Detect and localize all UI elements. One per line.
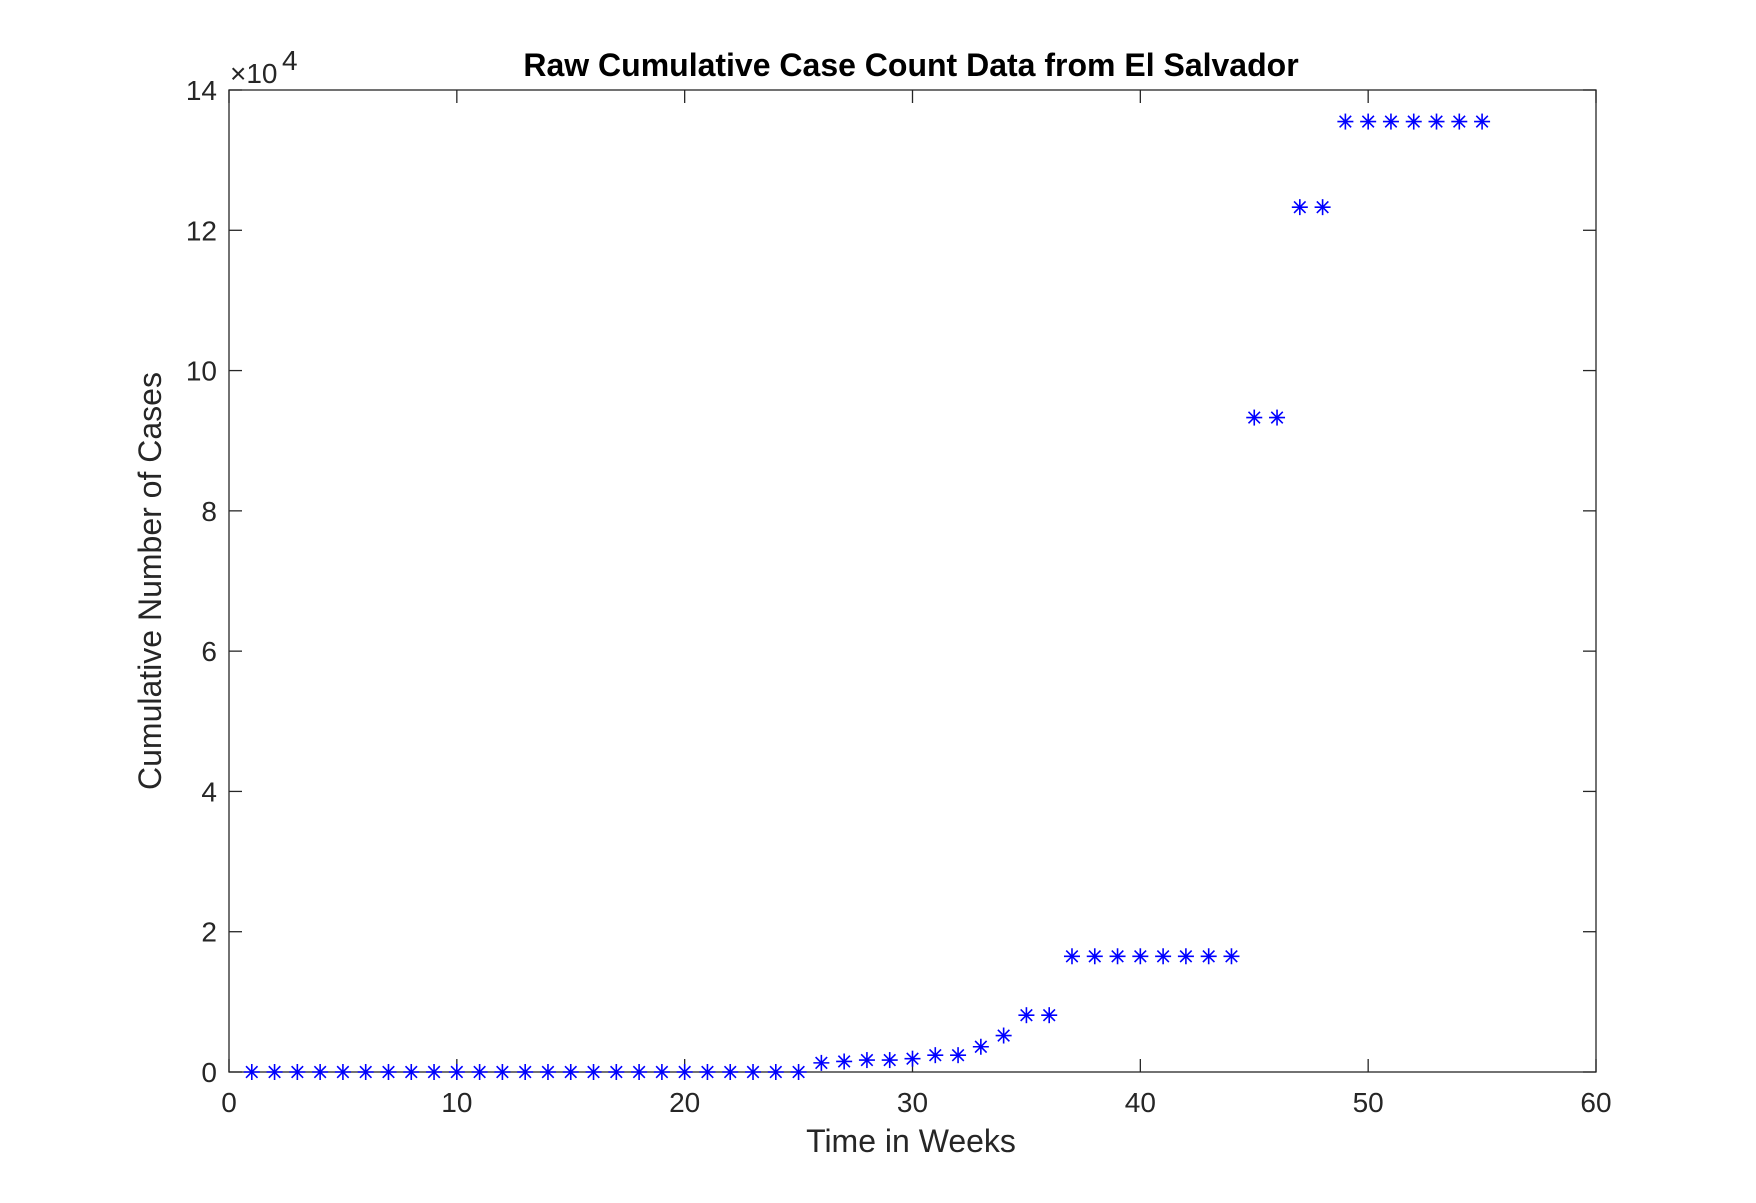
data-point — [1018, 1007, 1035, 1024]
data-point — [1360, 113, 1377, 130]
plot-box — [228, 89, 1597, 1073]
x-tick-label: 40 — [1125, 1087, 1156, 1118]
data-point — [1337, 113, 1354, 130]
y-tick-label: 6 — [201, 636, 217, 667]
axes — [228, 89, 1597, 1073]
data-point — [1223, 948, 1240, 965]
data-point — [790, 1064, 807, 1080]
data-point — [1382, 113, 1399, 130]
data-point — [1269, 409, 1286, 426]
data-point — [631, 1064, 648, 1080]
data-point — [1155, 948, 1172, 965]
chart-title: Raw Cumulative Case Count Data from El S… — [523, 47, 1298, 83]
y-tick-label: 14 — [186, 75, 217, 106]
data-point — [266, 1064, 283, 1080]
data-point — [562, 1064, 579, 1080]
data-point — [1405, 113, 1422, 130]
x-tick-label: 30 — [897, 1087, 928, 1118]
data-point — [1041, 1007, 1058, 1024]
data-point — [813, 1054, 830, 1071]
data-point — [539, 1064, 556, 1080]
data-point — [312, 1064, 329, 1080]
data-point — [1132, 948, 1149, 965]
data-point — [904, 1050, 921, 1067]
data-point — [722, 1064, 739, 1080]
data-point — [1474, 113, 1491, 130]
data-point — [1451, 113, 1468, 130]
y-exponent-power: 4 — [282, 45, 298, 76]
data-point — [858, 1052, 875, 1069]
data-point — [357, 1064, 374, 1080]
data-point — [448, 1064, 465, 1080]
data-point — [1086, 948, 1103, 965]
data-point — [950, 1047, 967, 1064]
y-exponent: ×10 4 — [230, 45, 298, 89]
y-tick-label: 0 — [201, 1057, 217, 1088]
data-point — [608, 1064, 625, 1080]
y-tick-label: 12 — [186, 215, 217, 246]
data-point — [403, 1064, 420, 1080]
data-point — [380, 1064, 397, 1080]
x-tick-label: 20 — [669, 1087, 700, 1118]
data-point — [699, 1064, 716, 1080]
data-point — [972, 1038, 989, 1055]
data-point — [471, 1064, 488, 1080]
data-point — [653, 1064, 670, 1080]
data-point — [1246, 409, 1263, 426]
data-point — [1291, 199, 1308, 216]
data-point — [1314, 199, 1331, 216]
data-point — [745, 1064, 762, 1080]
data-point — [334, 1064, 351, 1080]
data-point — [1200, 948, 1217, 965]
y-tick-label: 8 — [201, 496, 217, 527]
y-tick-label: 10 — [186, 356, 217, 387]
data-point — [289, 1064, 306, 1080]
data-point — [426, 1064, 443, 1080]
x-tick-label: 60 — [1580, 1087, 1611, 1118]
data-point — [1063, 948, 1080, 965]
data-point — [767, 1064, 784, 1080]
data-point — [676, 1064, 693, 1080]
data-point — [1177, 948, 1194, 965]
y-exponent-base: ×10 — [230, 58, 278, 89]
data-point — [1109, 948, 1126, 965]
data-point — [995, 1027, 1012, 1044]
y-tick-label: 4 — [201, 776, 217, 807]
data-points — [243, 113, 1491, 1080]
y-tick-label: 2 — [201, 917, 217, 948]
data-point — [494, 1064, 511, 1080]
x-tick-label: 10 — [441, 1087, 472, 1118]
x-tick-label: 0 — [221, 1087, 237, 1118]
data-point — [836, 1053, 853, 1070]
data-point — [243, 1064, 260, 1080]
ticks: 0 10 20 30 40 50 60 0 2 4 6 8 10 12 14 — [186, 75, 1612, 1118]
data-point — [927, 1047, 944, 1064]
data-point — [881, 1052, 898, 1069]
y-axis-label: Cumulative Number of Cases — [132, 372, 168, 790]
data-point — [1428, 113, 1445, 130]
data-point — [517, 1064, 534, 1080]
x-tick-label: 50 — [1353, 1087, 1384, 1118]
x-axis-label: Time in Weeks — [806, 1123, 1016, 1159]
data-point — [585, 1064, 602, 1080]
